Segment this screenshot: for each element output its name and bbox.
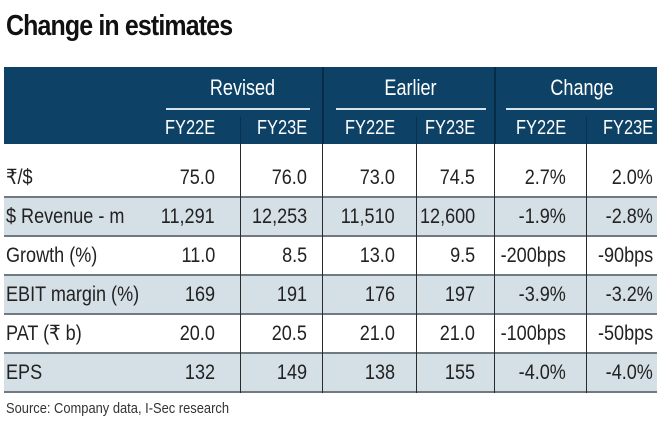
row-label: ₹/$ — [6, 166, 33, 189]
column-divider — [586, 144, 587, 393]
cell-revised-fy22e: 11.0 — [181, 244, 215, 267]
cell-change-fy23e: -3.2% — [605, 283, 653, 306]
cell-earlier-fy22e: 11,510 — [341, 205, 395, 228]
table-body: ₹/$ 75.0 76.0 73.0 74.5 2.7% 2.0% $ Revenue - m… — [4, 144, 657, 393]
cell-earlier-fy22e: 13.0 — [359, 244, 395, 267]
group-underline — [336, 108, 486, 110]
group-header-earlier: Earlier — [384, 75, 437, 100]
cell-earlier-fy22e: 21.0 — [359, 322, 395, 345]
table-row: EBIT margin (%) 169 191 176 197 -3.9% -3.2% — [4, 276, 657, 315]
cell-earlier-fy23e: 21.0 — [439, 322, 475, 345]
header-divider — [494, 67, 496, 144]
cell-earlier-fy23e: 74.5 — [439, 166, 475, 189]
cell-change-fy22e: -1.9% — [518, 205, 566, 228]
header-divider — [586, 117, 587, 144]
table-row: Growth (%) 11.0 8.5 13.0 9.5 -200bps -90bps — [4, 237, 657, 276]
column-divider — [240, 144, 241, 393]
cell-earlier-fy23e: 12,600 — [419, 205, 475, 228]
subheader-earlier-fy23e: FY23E — [424, 117, 475, 139]
page-title: Change in estimates — [6, 10, 233, 42]
estimates-table: Revised Earlier Change FY22E FY23E FY22E… — [4, 67, 657, 393]
cell-change-fy22e: -3.9% — [518, 283, 566, 306]
cell-earlier-fy22e: 73.0 — [359, 166, 395, 189]
cell-change-fy23e: -2.8% — [605, 205, 653, 228]
row-label: Growth (%) — [6, 244, 98, 267]
cell-revised-fy23e: 191 — [276, 283, 307, 306]
cell-change-fy22e: -100bps — [500, 322, 566, 345]
cell-change-fy22e: 2.7% — [524, 166, 566, 189]
table-row: $ Revenue - m 11,291 12,253 11,510 12,600 -1.… — [4, 198, 657, 237]
cell-revised-fy22e: 169 — [184, 283, 215, 306]
cell-revised-fy23e: 8.5 — [281, 244, 307, 267]
cell-change-fy23e: -4.0% — [605, 361, 653, 384]
header-divider — [240, 117, 241, 144]
table-row: ₹/$ 75.0 76.0 73.0 74.5 2.7% 2.0% — [4, 144, 657, 198]
cell-change-fy22e: -4.0% — [518, 361, 566, 384]
cell-change-fy23e: -50bps — [597, 322, 653, 345]
table-row: PAT (₹ b) 20.0 20.5 21.0 21.0 -100bps -50bps — [4, 315, 657, 354]
subheader-revised-fy23e: FY23E — [256, 117, 307, 139]
table-row: EPS 132 149 138 155 -4.0% -4.0% — [4, 354, 657, 393]
cell-revised-fy23e: 20.5 — [271, 322, 307, 345]
group-underline — [166, 108, 310, 110]
cell-revised-fy23e: 12,253 — [251, 205, 307, 228]
column-divider — [322, 144, 323, 393]
subheader-change-fy22e: FY22E — [515, 117, 566, 139]
cell-earlier-fy23e: 197 — [444, 283, 475, 306]
cell-revised-fy22e: 11,291 — [161, 205, 215, 228]
cell-revised-fy23e: 149 — [276, 361, 307, 384]
row-label: $ Revenue - m — [6, 205, 125, 228]
column-divider — [416, 144, 417, 393]
source-note: Source: Company data, I-Sec research — [6, 400, 229, 417]
column-divider — [494, 144, 495, 393]
group-header-change: Change — [550, 75, 614, 100]
cell-change-fy23e: 2.0% — [611, 166, 653, 189]
cell-change-fy23e: -90bps — [597, 244, 653, 267]
row-label: PAT (₹ b) — [6, 322, 82, 345]
cell-earlier-fy23e: 155 — [444, 361, 475, 384]
cell-revised-fy22e: 20.0 — [179, 322, 215, 345]
subheader-earlier-fy22e: FY22E — [344, 117, 395, 139]
cell-revised-fy22e: 75.0 — [179, 166, 215, 189]
cell-earlier-fy22e: 176 — [364, 283, 395, 306]
cell-revised-fy22e: 132 — [184, 361, 215, 384]
cell-change-fy22e: -200bps — [500, 244, 566, 267]
cell-earlier-fy23e: 9.5 — [449, 244, 475, 267]
subheader-revised-fy22e: FY22E — [164, 117, 215, 139]
subheader-change-fy23e: FY23E — [602, 117, 653, 139]
group-underline — [506, 108, 654, 110]
row-label: EPS — [6, 361, 43, 384]
table-header: Revised Earlier Change FY22E FY23E FY22E… — [4, 67, 657, 144]
header-divider — [416, 117, 417, 144]
row-label: EBIT margin (%) — [6, 283, 140, 306]
cell-revised-fy23e: 76.0 — [271, 166, 307, 189]
header-divider — [322, 67, 324, 144]
group-header-revised: Revised — [209, 75, 276, 100]
cell-earlier-fy22e: 138 — [364, 361, 395, 384]
